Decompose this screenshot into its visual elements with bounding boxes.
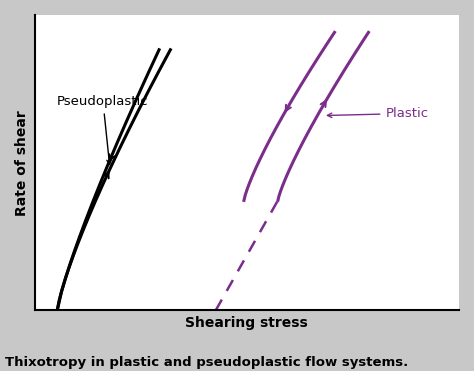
Text: Pseudoplastic: Pseudoplastic [57, 95, 149, 164]
Y-axis label: Rate of shear: Rate of shear [15, 110, 29, 216]
Text: Thixotropy in plastic and pseudoplastic flow systems.: Thixotropy in plastic and pseudoplastic … [5, 356, 408, 369]
Text: Plastic: Plastic [328, 107, 428, 120]
X-axis label: Shearing stress: Shearing stress [185, 316, 308, 330]
